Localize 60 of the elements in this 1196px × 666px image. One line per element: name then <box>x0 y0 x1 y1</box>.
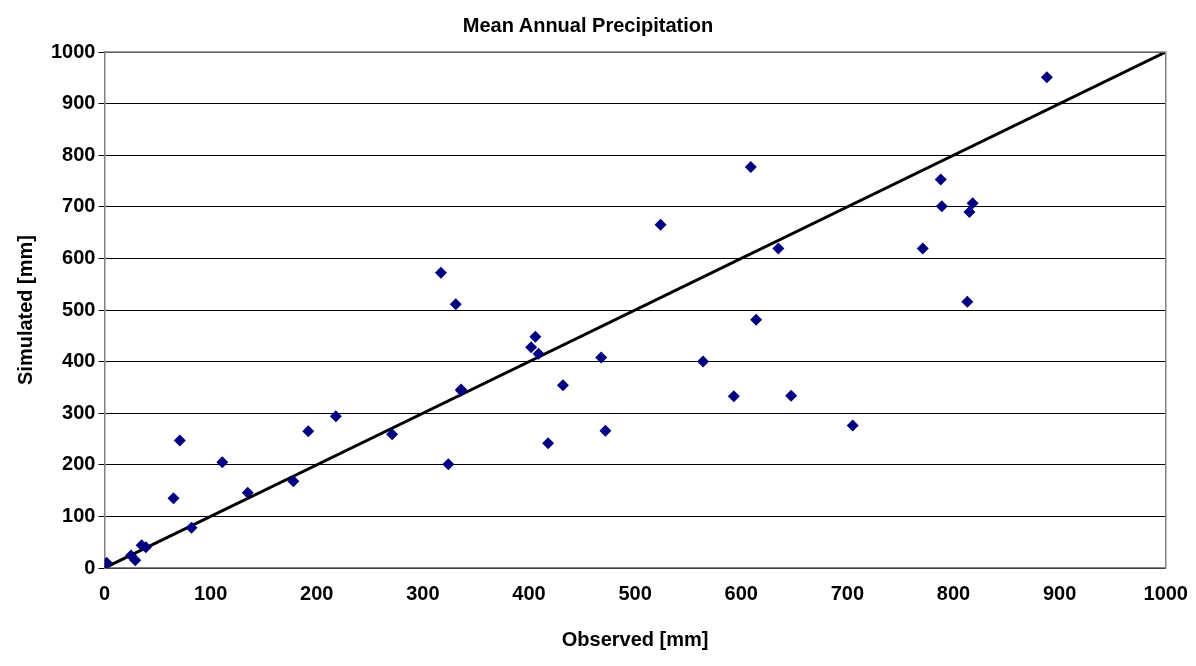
y-axis-title: Simulated [mm] <box>13 234 36 386</box>
y-tick-label: 0 <box>84 555 96 578</box>
point <box>934 173 947 186</box>
point <box>935 200 948 213</box>
point <box>529 330 542 343</box>
x-tick-label: 700 <box>830 581 865 604</box>
point <box>129 554 142 567</box>
point <box>963 205 976 218</box>
point <box>173 434 186 447</box>
x-tick-label: 0 <box>98 581 111 604</box>
point <box>241 486 254 499</box>
point <box>750 313 763 326</box>
x-axis-title: Observed [mm] <box>561 627 709 650</box>
x-tick-label: 1000 <box>1143 581 1188 604</box>
point <box>785 389 798 402</box>
y-tick-label: 400 <box>62 349 96 372</box>
point <box>525 341 538 354</box>
point <box>599 424 612 437</box>
point <box>772 242 785 255</box>
y-tick-label: 900 <box>62 91 96 114</box>
point <box>449 298 462 311</box>
point <box>185 521 198 534</box>
point <box>727 390 740 403</box>
chart-title: Mean Annual Precipitation <box>462 13 714 36</box>
y-tick-label: 300 <box>62 400 96 423</box>
point <box>532 347 545 360</box>
x-tick-label: 400 <box>512 581 546 604</box>
point <box>556 379 569 392</box>
y-tick-label: 100 <box>62 503 96 526</box>
y-tick-label: 800 <box>62 142 96 165</box>
point <box>386 428 399 441</box>
point <box>697 355 710 368</box>
point <box>744 161 757 174</box>
point <box>167 492 180 505</box>
point <box>966 197 979 210</box>
y-tick-label: 1000 <box>50 39 96 62</box>
point <box>442 458 455 471</box>
x-tick-label: 800 <box>936 581 971 604</box>
point <box>542 437 555 450</box>
point <box>595 351 608 364</box>
point <box>916 242 929 255</box>
x-tick-label: 500 <box>618 581 652 604</box>
x-tick-label: 200 <box>300 581 334 604</box>
y-tick-label: 600 <box>62 245 96 268</box>
point <box>302 425 315 438</box>
point <box>216 456 229 469</box>
x-tick-label: 300 <box>406 581 440 604</box>
point <box>654 218 667 231</box>
point <box>846 419 859 432</box>
point <box>329 410 342 423</box>
x-tick-label: 900 <box>1042 581 1077 604</box>
point <box>434 266 447 279</box>
y-tick-label: 200 <box>62 452 96 475</box>
point <box>287 475 300 488</box>
y-tick-label: 700 <box>62 194 96 217</box>
point <box>961 295 974 308</box>
point <box>1040 71 1053 84</box>
x-tick-label: 100 <box>193 581 228 604</box>
y-tick-label: 500 <box>62 297 96 320</box>
x-tick-label: 600 <box>724 581 758 604</box>
